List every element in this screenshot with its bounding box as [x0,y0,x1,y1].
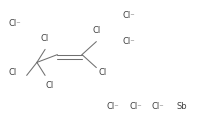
Text: Cl: Cl [45,81,53,90]
Text: Cl⁻: Cl⁻ [151,102,164,111]
Text: Cl⁻: Cl⁻ [106,102,119,111]
Text: Sb: Sb [175,102,186,111]
Text: Cl⁻: Cl⁻ [8,19,21,28]
Text: Cl: Cl [98,68,106,77]
Text: Cl: Cl [41,34,49,43]
Text: Cl⁻: Cl⁻ [122,11,135,20]
Text: Cl: Cl [8,68,16,77]
Text: Cl⁻: Cl⁻ [122,37,135,46]
Text: Cl⁻: Cl⁻ [129,102,141,111]
Text: Cl: Cl [92,26,100,35]
